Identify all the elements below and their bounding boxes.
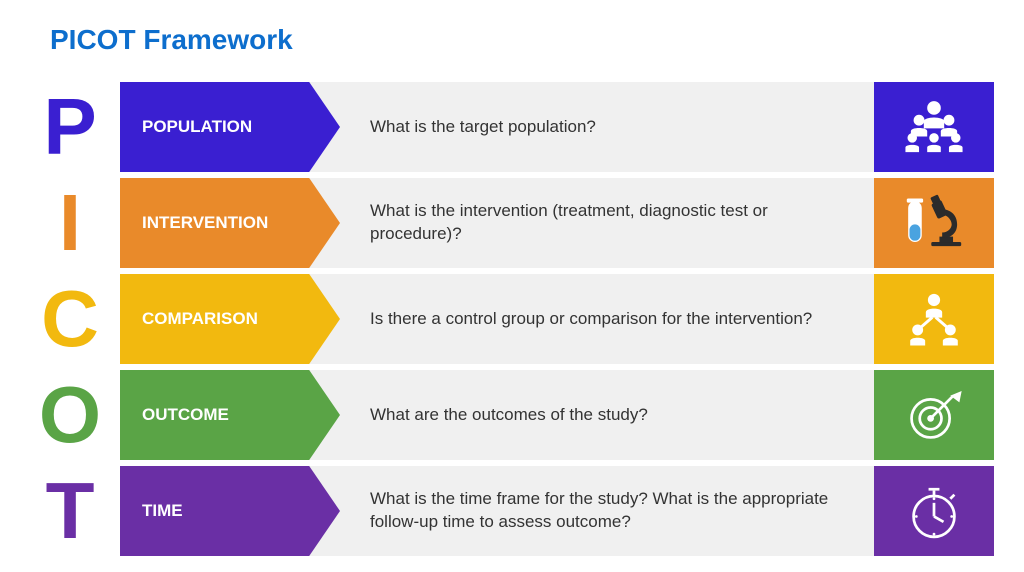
icon-box — [874, 82, 994, 172]
letter-t: T — [30, 466, 110, 556]
icon-box — [874, 274, 994, 364]
icon-box — [874, 178, 994, 268]
row-description: What are the outcomes of the study? — [340, 370, 874, 460]
row-description: What is the target population? — [340, 82, 874, 172]
row-intervention: INTERVENTION What is the intervention (t… — [120, 178, 994, 268]
label-wrap: POPULATION — [120, 82, 340, 172]
row-label: OUTCOME — [120, 370, 340, 460]
target-icon — [900, 381, 968, 449]
letter-i: I — [30, 178, 110, 268]
row-comparison: COMPARISON Is there a control group or c… — [120, 274, 994, 364]
row-time: TIME What is the time frame for the stud… — [120, 466, 994, 556]
label-wrap: OUTCOME — [120, 370, 340, 460]
row-label: INTERVENTION — [120, 178, 340, 268]
row-population: POPULATION What is the target population… — [120, 82, 994, 172]
comparison-icon — [900, 285, 968, 353]
row-label: TIME — [120, 466, 340, 556]
letter-p: P — [30, 82, 110, 172]
picot-framework: P I C O T POPULATION What is the target … — [30, 82, 994, 562]
row-description: What is the intervention (treatment, dia… — [340, 178, 874, 268]
label-wrap: INTERVENTION — [120, 178, 340, 268]
row-description: Is there a control group or comparison f… — [340, 274, 874, 364]
label-wrap: TIME — [120, 466, 340, 556]
lab-microscope-icon — [900, 189, 968, 257]
slide-title: PICOT Framework — [50, 24, 293, 56]
letter-c: C — [30, 274, 110, 364]
rows-container: POPULATION What is the target population… — [120, 82, 994, 562]
row-label: COMPARISON — [120, 274, 340, 364]
letter-column: P I C O T — [30, 82, 110, 562]
row-outcome: OUTCOME What are the outcomes of the stu… — [120, 370, 994, 460]
people-group-icon — [900, 93, 968, 161]
icon-box — [874, 370, 994, 460]
letter-o: O — [30, 370, 110, 460]
stopwatch-icon — [900, 477, 968, 545]
label-wrap: COMPARISON — [120, 274, 340, 364]
row-label: POPULATION — [120, 82, 340, 172]
icon-box — [874, 466, 994, 556]
row-description: What is the time frame for the study? Wh… — [340, 466, 874, 556]
